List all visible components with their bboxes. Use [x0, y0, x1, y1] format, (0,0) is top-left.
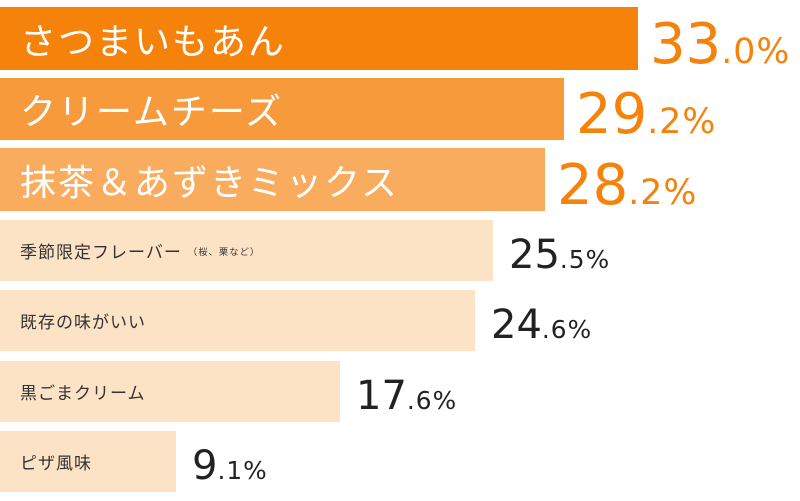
category-text: クリームチーズ — [20, 92, 284, 133]
data-label-decimal: .5% — [559, 244, 611, 274]
category-label: 抹茶＆あずきミックス — [20, 148, 399, 211]
bar — [0, 7, 638, 70]
bar — [0, 78, 564, 140]
bar — [0, 431, 176, 492]
data-label: 33.0% — [650, 11, 791, 77]
data-label-int: 29 — [576, 82, 648, 147]
category-text: ピザ風味 — [20, 454, 92, 474]
data-label: 28.2% — [557, 152, 698, 218]
data-label-decimal: .2% — [647, 102, 717, 142]
data-label-decimal: .0% — [721, 31, 791, 72]
data-label: 9.1% — [192, 446, 268, 486]
category-label: 季節限定フレーバー （桜、栗など） — [20, 220, 260, 281]
data-label-decimal: .6% — [541, 314, 593, 344]
category-label: クリームチーズ — [20, 78, 283, 140]
bar — [0, 361, 340, 422]
data-label-int: 9 — [192, 442, 218, 489]
bar — [0, 220, 493, 281]
data-label-int: 24 — [491, 301, 542, 348]
category-note: （桜、栗など） — [187, 246, 261, 258]
category-text: 黒ごまクリーム — [20, 384, 146, 404]
category-text: 季節限定フレーバー — [20, 243, 182, 263]
data-label: 29.2% — [576, 87, 716, 143]
bar — [0, 290, 475, 351]
data-label-int: 28 — [557, 152, 629, 218]
data-label-int: 33 — [650, 11, 722, 77]
category-text: 既存の味がいい — [20, 313, 146, 333]
data-label: 25.5% — [509, 235, 610, 275]
category-label: 既存の味がいい — [20, 290, 146, 351]
category-label: 黒ごまクリーム — [20, 361, 146, 422]
data-label-decimal: .1% — [217, 455, 268, 485]
data-label-int: 25 — [509, 231, 560, 278]
category-label: ピザ風味 — [20, 431, 92, 492]
bar — [0, 148, 545, 211]
data-label-decimal: .2% — [628, 172, 698, 213]
data-label: 17.6% — [356, 376, 457, 416]
category-text: 抹茶＆あずきミックス — [20, 162, 399, 204]
category-text: さつまいもあん — [20, 21, 287, 63]
data-label-decimal: .6% — [406, 385, 458, 415]
category-label: さつまいもあん — [20, 7, 286, 70]
data-label: 24.6% — [491, 305, 592, 345]
data-label-int: 17 — [356, 372, 407, 419]
